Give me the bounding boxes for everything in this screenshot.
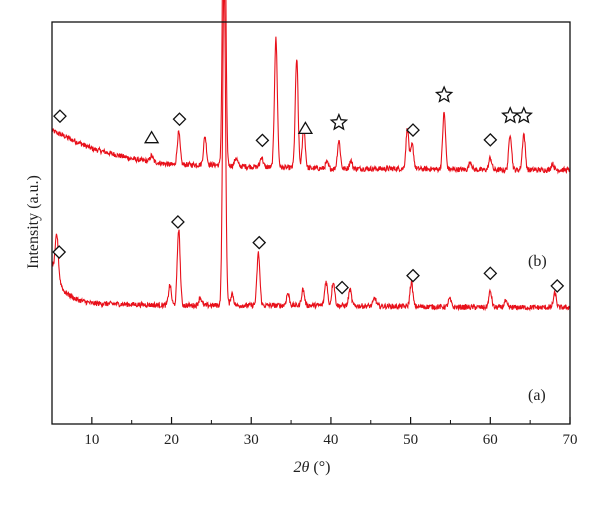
diamond-marker: [170, 215, 185, 229]
diamond-marker: [406, 123, 420, 137]
x-axis-ticks: 10 20 30 40 50 60 70: [51, 417, 578, 448]
star-marker: [501, 106, 520, 124]
xrd-trace-b: [51, 0, 571, 175]
diamond-marker: [550, 278, 565, 293]
x-tick-label: 70: [563, 432, 578, 448]
diamond-marker: [53, 109, 67, 124]
x-tick-label: 20: [164, 432, 179, 448]
x-axis-label-unit: (°): [313, 459, 330, 476]
x-tick-label: 60: [483, 432, 498, 448]
star-marker: [329, 112, 349, 131]
diamond-marker: [406, 268, 420, 283]
x-tick-label: 40: [323, 432, 338, 448]
diamond-marker: [52, 245, 67, 259]
diamond-marker: [255, 133, 270, 148]
triangle-marker: [143, 130, 160, 144]
diamond-marker: [252, 235, 267, 250]
diamond-marker: [335, 280, 349, 295]
star-marker: [434, 85, 454, 103]
plot-frame: [51, 21, 571, 425]
trace-label-a: (a): [528, 387, 546, 404]
diamond-marker: [483, 266, 498, 281]
peak-markers: [52, 85, 565, 295]
x-tick-label: 50: [403, 432, 418, 448]
trace-label-b: (b): [528, 253, 547, 270]
triangle-marker: [297, 121, 314, 135]
xrd-traces: [51, 0, 571, 312]
x-axis-label-var: 2θ: [294, 459, 310, 476]
x-tick-label: 10: [84, 432, 99, 448]
y-axis-label: Intensity (a.u.): [25, 175, 42, 269]
diamond-marker: [483, 132, 498, 147]
x-tick-label: 30: [244, 432, 259, 448]
diamond-marker: [172, 112, 187, 127]
xrd-trace-a: [51, 0, 571, 312]
x-axis-label: 2θ (°): [294, 459, 331, 476]
star-marker: [514, 106, 533, 124]
